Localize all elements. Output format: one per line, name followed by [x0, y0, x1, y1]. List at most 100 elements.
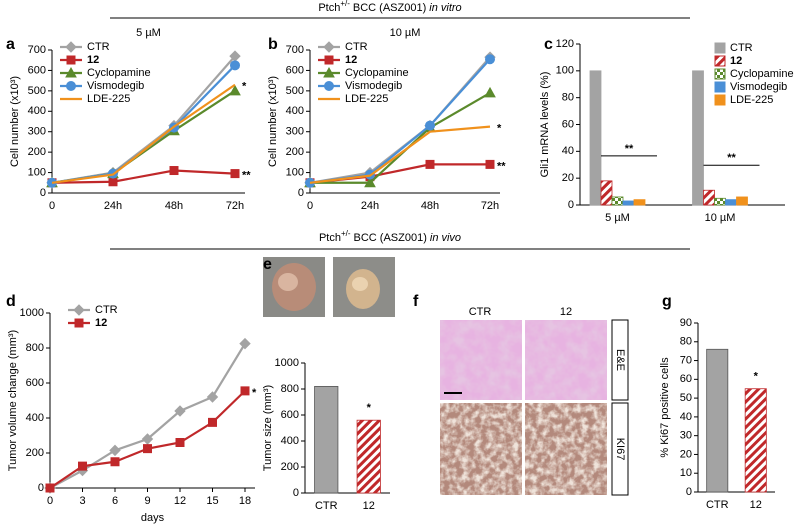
- bar: [633, 199, 646, 206]
- y-tick-label: 400: [286, 105, 304, 117]
- legend-label: 12: [730, 55, 742, 67]
- series-line: [51, 83, 236, 184]
- annotation: *: [754, 371, 759, 383]
- x-tick-label: 24h: [361, 200, 379, 212]
- y-tick-label: 100: [556, 65, 574, 77]
- legend-label: 12: [345, 54, 357, 66]
- x-tick-label: CTR: [706, 499, 729, 511]
- series-line: [51, 169, 236, 184]
- legend-label: CTR: [345, 41, 368, 53]
- marker: [425, 159, 435, 169]
- legend-label: Cyclopamine: [730, 68, 794, 80]
- marker: [324, 81, 334, 91]
- y-tick-label: 600: [28, 64, 46, 76]
- marker: [239, 337, 251, 350]
- marker: [143, 444, 152, 454]
- x-tick-label: 0: [47, 495, 53, 507]
- legend-label: 12: [87, 54, 99, 66]
- y-tick-label: 700: [28, 44, 46, 56]
- bar: [706, 348, 729, 493]
- x-tick-label: 5 µM: [605, 212, 630, 224]
- marker: [230, 169, 240, 179]
- y-tick-label: 100: [286, 166, 304, 178]
- x-tick-label: 9: [144, 495, 150, 507]
- marker: [323, 41, 335, 53]
- annotation: **: [727, 152, 736, 164]
- legend-label: CTR: [87, 41, 110, 53]
- y-axis-label: Tumor size (mm³): [262, 385, 274, 471]
- y-tick-label: 20: [680, 448, 692, 460]
- y-tick-label: 40: [680, 411, 692, 423]
- legend-label: LDE-225: [730, 94, 773, 106]
- row-label: KI67: [614, 438, 626, 461]
- row-label: E&E: [614, 349, 626, 371]
- y-axis-label: Tumor volume change (mm³): [7, 330, 19, 471]
- marker: [73, 304, 85, 316]
- series-line: [309, 125, 491, 184]
- marker: [484, 86, 496, 98]
- x-tick-label: 24h: [104, 200, 122, 212]
- marker: [65, 66, 77, 78]
- bar: [714, 197, 726, 206]
- y-tick-label: 0: [686, 486, 692, 498]
- chart-title: 5 µM: [136, 27, 161, 39]
- marker: [78, 461, 87, 471]
- marker: [364, 176, 376, 188]
- x-tick-label: 6: [112, 495, 118, 507]
- y-tick-label: 60: [680, 373, 692, 385]
- annotation: *: [252, 387, 257, 399]
- column-label: 12: [560, 306, 572, 318]
- marker: [66, 55, 76, 65]
- panel-letter: e: [263, 256, 272, 273]
- x-tick-label: 10 µM: [705, 212, 736, 224]
- bar: [314, 385, 339, 494]
- panel-letter: c: [544, 36, 553, 53]
- marker: [240, 386, 250, 396]
- legend-label: CTR: [95, 304, 118, 316]
- legend-label: CTR: [730, 42, 753, 54]
- marker: [485, 54, 495, 65]
- legend-swatch: [714, 68, 726, 80]
- x-tick-label: 3: [79, 495, 85, 507]
- tumor-photos: [263, 257, 395, 317]
- y-tick-label: 0: [40, 187, 46, 199]
- y-tick-label: 500: [286, 85, 304, 97]
- y-tick-label: 600: [286, 64, 304, 76]
- marker: [323, 66, 335, 78]
- marker: [169, 166, 179, 176]
- marker: [425, 120, 435, 131]
- legend-swatch: [714, 55, 726, 67]
- panel-letter: g: [662, 293, 672, 310]
- x-tick-label: 12: [174, 495, 186, 507]
- marker: [208, 417, 217, 427]
- column-label: CTR: [469, 306, 492, 318]
- legend-swatch: [714, 81, 726, 93]
- bar: [356, 419, 381, 494]
- marker: [141, 433, 154, 445]
- y-tick-label: 200: [26, 447, 44, 459]
- y-tick-label: 300: [286, 126, 304, 138]
- marker: [229, 84, 241, 96]
- x-tick-label: CTR: [315, 500, 338, 512]
- y-tick-label: 40: [562, 145, 574, 157]
- marker: [230, 60, 240, 71]
- bar: [692, 70, 704, 206]
- bar: [736, 196, 748, 206]
- y-tick-label: 1000: [275, 357, 299, 369]
- annotation: **: [625, 143, 634, 155]
- y-tick-label: 400: [281, 435, 299, 447]
- legend-label: LDE-225: [345, 93, 388, 105]
- y-tick-label: 600: [281, 409, 299, 421]
- y-tick-label: 60: [562, 118, 574, 130]
- y-axis-label: Cell number (x10³): [267, 76, 279, 167]
- header: Ptch+/- BCC (ASZ001) in vivo: [319, 229, 461, 244]
- y-tick-label: 20: [562, 172, 574, 184]
- y-tick-label: 200: [281, 461, 299, 473]
- marker: [45, 483, 55, 493]
- panel-letter: a: [6, 36, 15, 53]
- y-tick-label: 200: [28, 146, 46, 158]
- bar: [589, 70, 602, 206]
- marker: [74, 318, 84, 328]
- legend-label: 12: [95, 317, 107, 329]
